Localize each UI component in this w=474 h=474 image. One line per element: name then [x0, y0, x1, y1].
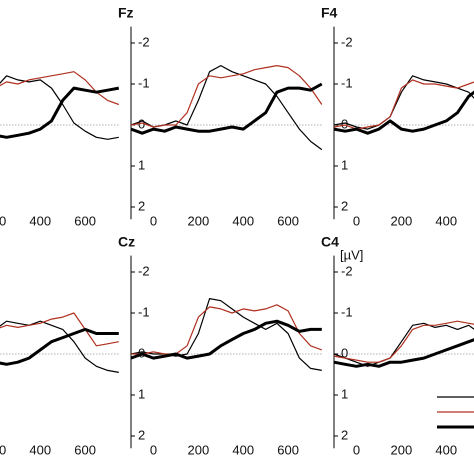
x-tick-label: 0 [150, 442, 157, 457]
y-tick-label: 1 [138, 386, 145, 401]
erp-line [0, 71, 120, 106]
x-tick-label: 400 [435, 442, 457, 457]
x-tick-label: 200 [0, 442, 6, 457]
x-tick-label: 600 [277, 442, 299, 457]
erp-line [130, 65, 323, 151]
y-tick-label: -1 [341, 304, 353, 319]
y-tick-label: 1 [341, 386, 348, 401]
erp-line [0, 320, 119, 373]
y-tick-label: -2 [138, 263, 150, 278]
x-tick-label: 0 [353, 213, 360, 228]
erp-line [0, 312, 119, 347]
panel-title: Fz [118, 5, 134, 21]
x-tick-label: 0 [150, 213, 157, 228]
y-tick-label: -2 [341, 263, 353, 278]
x-tick-label: 200 [187, 442, 209, 457]
x-tick-label: 600 [277, 213, 299, 228]
x-tick-label: 400 [232, 442, 254, 457]
erp-line [130, 319, 322, 360]
x-tick-label: 600 [74, 213, 96, 228]
x-tick-label: 400 [29, 213, 51, 228]
legend [437, 396, 474, 429]
erp-line [0, 75, 119, 140]
erp-line [333, 338, 474, 368]
y-axis-label: [µV] [340, 247, 363, 262]
y-tick-label: 2 [138, 198, 145, 213]
y-tick-label: -2 [138, 34, 150, 49]
x-tick-label: 200 [390, 213, 412, 228]
erp-line [333, 90, 474, 135]
x-tick-label: 200 [0, 213, 6, 228]
x-tick-label: 400 [232, 213, 254, 228]
x-tick-label: 400 [435, 213, 457, 228]
erp-line [130, 298, 322, 371]
y-tick-label: -1 [341, 75, 353, 90]
y-tick-label: 2 [138, 427, 145, 442]
erp-line [130, 65, 323, 128]
panel-title: F4 [321, 5, 338, 21]
x-tick-label: 600 [74, 442, 96, 457]
y-tick-label: 0 [341, 116, 348, 131]
y-tick-label: 1 [138, 157, 145, 172]
erp-line [0, 86, 120, 139]
erp-line [131, 304, 323, 355]
y-tick-label: 0 [138, 116, 145, 131]
x-tick-label: 200 [187, 213, 209, 228]
y-tick-label: -1 [138, 304, 150, 319]
erp-line [333, 75, 474, 130]
y-tick-label: 2 [341, 427, 348, 442]
erp-line [333, 320, 474, 363]
y-tick-label: 2 [341, 198, 348, 213]
y-tick-label: -1 [138, 75, 150, 90]
y-tick-label: 1 [341, 157, 348, 172]
x-tick-label: 400 [29, 442, 51, 457]
panel-title: C4 [321, 234, 339, 250]
erp-line [333, 79, 474, 130]
x-tick-label: 0 [353, 442, 360, 457]
erp-line [130, 82, 323, 135]
erp-line [0, 327, 119, 366]
panel-title: Cz [118, 234, 135, 250]
y-tick-label: -2 [341, 34, 353, 49]
x-tick-label: 200 [390, 442, 412, 457]
y-tick-label: 0 [341, 345, 348, 360]
